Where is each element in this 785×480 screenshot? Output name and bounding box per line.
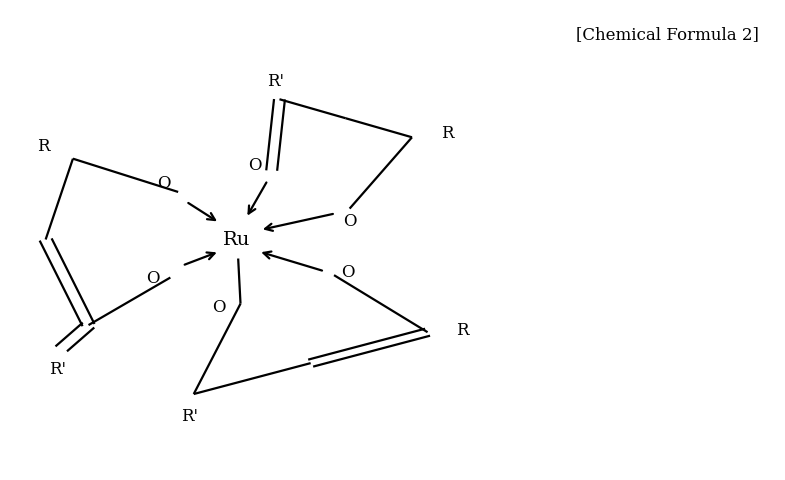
Text: O: O	[147, 269, 160, 287]
Text: R: R	[441, 125, 453, 142]
Text: [Chemical Formula 2]: [Chemical Formula 2]	[576, 26, 759, 44]
Text: O: O	[343, 213, 356, 229]
Text: O: O	[212, 298, 225, 315]
Text: R: R	[37, 138, 49, 155]
Text: O: O	[248, 157, 261, 174]
Text: R: R	[456, 322, 469, 338]
Text: O: O	[341, 264, 355, 280]
Text: R': R'	[267, 72, 284, 90]
Text: Ru: Ru	[223, 231, 250, 249]
Text: R': R'	[49, 360, 66, 378]
Text: R': R'	[181, 407, 199, 424]
Text: O: O	[157, 175, 171, 192]
